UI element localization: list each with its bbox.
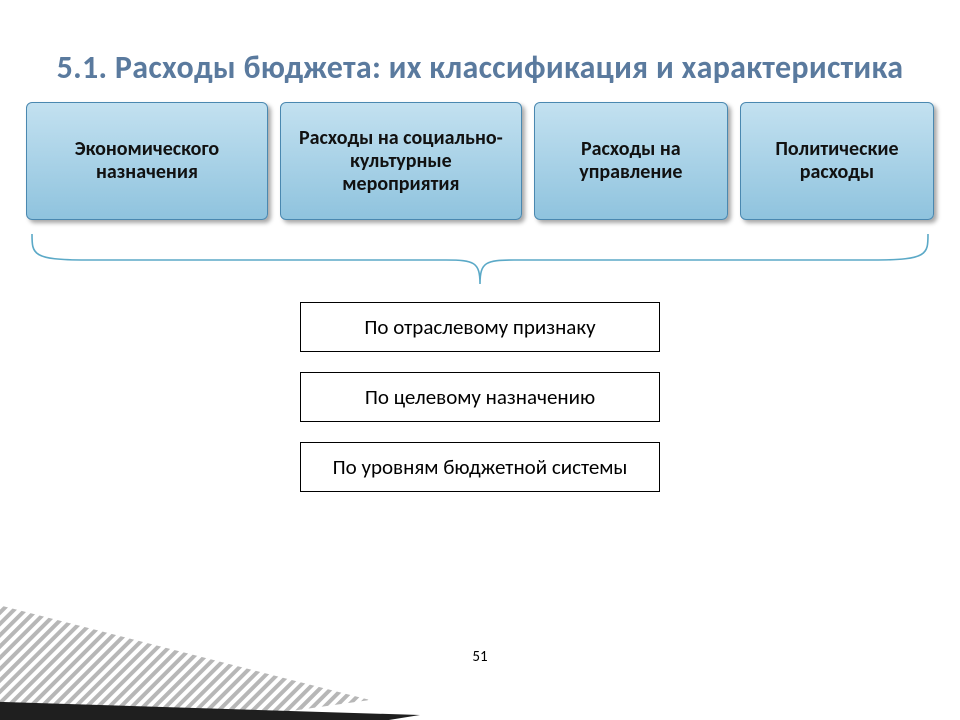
page-number: 51 — [0, 648, 960, 666]
box-label: Экономического назначения — [37, 138, 257, 184]
mid-box-purpose: По целевому назначению — [300, 372, 660, 422]
mid-box-industry: По отраслевому признаку — [300, 302, 660, 352]
mid-box-levels: По уровням бюджетной системы — [300, 442, 660, 492]
mid-box-label: По уровням бюджетной системы — [333, 454, 628, 480]
box-management: Расходы на управление — [534, 102, 728, 220]
top-box-row: Экономического назначения Расходы на соц… — [26, 102, 934, 220]
mid-box-label: По целевому назначению — [365, 384, 595, 410]
corner-decoration — [0, 500, 460, 720]
mid-box-column: По отраслевому признаку По целевому назн… — [0, 302, 960, 492]
box-label: Расходы на управление — [545, 138, 717, 184]
curly-brace — [26, 232, 934, 288]
slide: { "title": { "text": "5.1. Расходы бюдже… — [0, 0, 960, 720]
slide-title: 5.1. Расходы бюджета: их классификация и… — [0, 48, 960, 87]
box-economic: Экономического назначения — [26, 102, 268, 220]
box-political: Политические расходы — [740, 102, 934, 220]
box-label: Расходы на социально-культурные мероприя… — [291, 127, 511, 196]
box-label: Политические расходы — [751, 138, 923, 184]
box-social-cultural: Расходы на социально-культурные мероприя… — [280, 102, 522, 220]
mid-box-label: По отраслевому признаку — [364, 314, 595, 340]
